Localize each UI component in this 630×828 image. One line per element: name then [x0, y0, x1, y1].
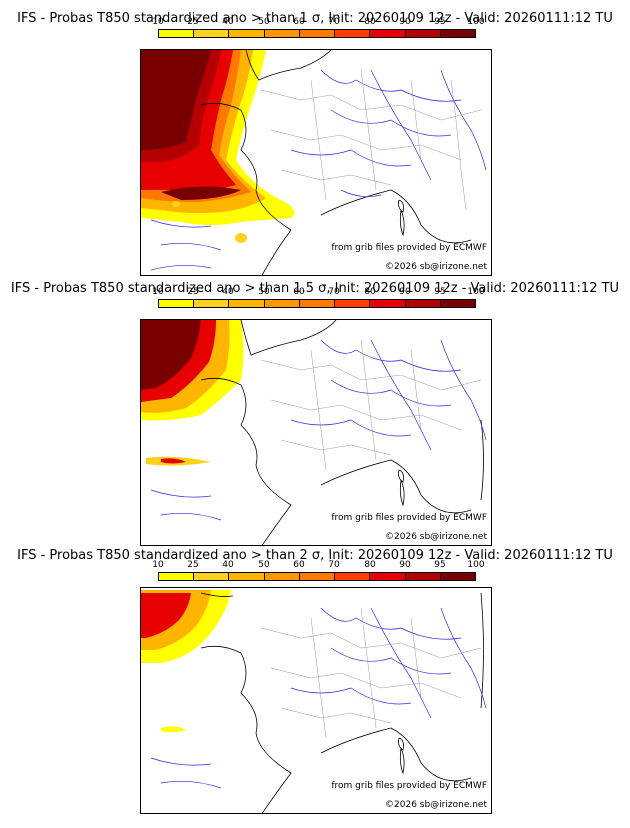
color-swatch — [299, 30, 336, 37]
color-swatch — [264, 30, 300, 37]
scale-label: 40 — [222, 287, 234, 297]
color-swatch — [229, 573, 265, 580]
scale-labels: 10 25 40 50 60 70 80 90 95 100 — [152, 560, 484, 571]
scale-label: 70 — [328, 17, 340, 27]
color-swatch — [194, 300, 230, 307]
scale-label: 40 — [222, 560, 234, 570]
scale-label: 25 — [187, 287, 199, 297]
color-swatch — [229, 30, 265, 37]
scale-label: 10 — [152, 17, 164, 27]
panel-title: IFS - Probas T850 standardized ano > tha… — [10, 281, 620, 296]
color-swatch — [440, 300, 475, 307]
panel-title: IFS - Probas T850 standardized ano > tha… — [17, 11, 613, 26]
rivers — [150, 339, 487, 521]
scale-label: 70 — [328, 560, 340, 570]
rivers — [150, 69, 487, 271]
map-panel-2: IFS - Probas T850 standardized ano > tha… — [0, 270, 630, 546]
scale-label: 70 — [328, 287, 340, 297]
color-swatch — [335, 300, 371, 307]
scale-label: 100 — [467, 560, 485, 570]
color-swatch — [299, 300, 336, 307]
color-swatch — [194, 30, 230, 37]
admin-borders — [260, 339, 482, 471]
color-swatch — [264, 300, 300, 307]
color-swatch — [440, 573, 475, 580]
scale-label: 80 — [364, 560, 376, 570]
color-swatch — [440, 30, 475, 37]
coastlines — [200, 320, 484, 545]
probability-map: from grib files provided by ECMWF ©2026 … — [140, 587, 492, 814]
color-scale-bar — [158, 29, 476, 38]
scale-label: 90 — [399, 287, 411, 297]
probability-map: from grib files provided by ECMWF ©2026 … — [140, 319, 492, 546]
scale-label: 60 — [293, 560, 305, 570]
scale-label: 95 — [434, 287, 446, 297]
scale-label: 10 — [152, 287, 164, 297]
color-swatch — [159, 30, 195, 37]
color-swatch — [370, 30, 406, 37]
color-swatch — [370, 300, 406, 307]
color-swatch — [370, 573, 406, 580]
scale-labels: 10 25 40 50 60 70 80 90 95 100 — [152, 287, 484, 298]
probability-field — [141, 320, 244, 466]
scale-label: 100 — [467, 287, 485, 297]
map-graphic — [141, 320, 487, 545]
color-swatch — [335, 573, 371, 580]
probability-field — [141, 590, 231, 733]
scale-label: 50 — [258, 560, 270, 570]
scale-label: 80 — [364, 17, 376, 27]
panel-title: IFS - Probas T850 standardized ano > tha… — [17, 548, 613, 563]
scale-label: 25 — [187, 17, 199, 27]
data-credit: from grib files provided by ECMWF — [331, 513, 487, 523]
color-scale-bar — [158, 572, 476, 581]
scale-label: 90 — [399, 560, 411, 570]
color-swatch — [335, 30, 371, 37]
scale-label: 50 — [258, 17, 270, 27]
color-swatch — [405, 300, 441, 307]
scale-label: 50 — [258, 287, 270, 297]
rivers — [150, 607, 487, 789]
color-swatch — [229, 300, 265, 307]
scale-label: 60 — [293, 287, 305, 297]
coastlines — [200, 592, 484, 813]
map-panel-1: IFS - Probas T850 standardized ano > tha… — [0, 0, 630, 276]
data-credit: from grib files provided by ECMWF — [331, 781, 487, 791]
color-swatch — [264, 573, 300, 580]
scale-label: 80 — [364, 287, 376, 297]
scale-label: 95 — [434, 560, 446, 570]
scale-label: 100 — [467, 17, 485, 27]
scale-label: 40 — [222, 17, 234, 27]
color-swatch — [299, 573, 336, 580]
admin-borders — [260, 69, 482, 211]
color-swatch — [159, 300, 195, 307]
color-swatch — [194, 573, 230, 580]
color-swatch — [405, 30, 441, 37]
scale-label: 95 — [434, 17, 446, 27]
coastlines — [200, 50, 472, 275]
probability-map: from grib files provided by ECMWF ©2026 … — [140, 49, 492, 276]
scale-label: 10 — [152, 560, 164, 570]
color-scale-bar — [158, 299, 476, 308]
admin-borders — [260, 607, 482, 739]
scale-label: 60 — [293, 17, 305, 27]
color-swatch — [405, 573, 441, 580]
scale-label: 90 — [399, 17, 411, 27]
probability-field — [141, 50, 295, 243]
copyright-text: ©2026 sb@irizone.net — [385, 262, 487, 272]
data-credit: from grib files provided by ECMWF — [331, 243, 487, 253]
color-swatch — [159, 573, 195, 580]
scale-label: 25 — [187, 560, 199, 570]
copyright-text: ©2026 sb@irizone.net — [385, 800, 487, 810]
scale-labels: 10 25 40 50 60 70 80 90 95 100 — [152, 17, 484, 28]
map-graphic — [141, 50, 487, 275]
map-graphic — [141, 590, 487, 813]
copyright-text: ©2026 sb@irizone.net — [385, 532, 487, 542]
map-panel-3: IFS - Probas T850 standardized ano > tha… — [0, 540, 630, 816]
